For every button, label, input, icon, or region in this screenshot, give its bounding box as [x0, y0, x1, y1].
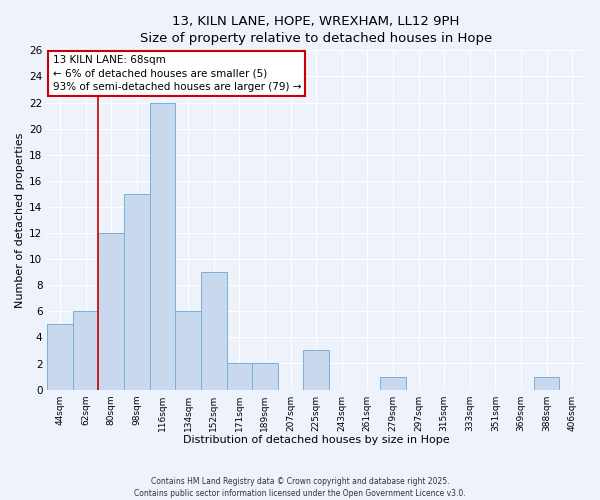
Bar	[98, 233, 124, 390]
Bar	[175, 312, 201, 390]
Bar	[150, 102, 175, 390]
Bar	[252, 364, 278, 390]
Bar	[304, 350, 329, 390]
Bar	[227, 364, 252, 390]
Bar	[47, 324, 73, 390]
Bar	[73, 312, 98, 390]
Title: 13, KILN LANE, HOPE, WREXHAM, LL12 9PH
Size of property relative to detached hou: 13, KILN LANE, HOPE, WREXHAM, LL12 9PH S…	[140, 15, 492, 45]
Text: Contains HM Land Registry data © Crown copyright and database right 2025.
Contai: Contains HM Land Registry data © Crown c…	[134, 476, 466, 498]
Bar	[534, 376, 559, 390]
Bar	[201, 272, 227, 390]
Y-axis label: Number of detached properties: Number of detached properties	[15, 132, 25, 308]
Bar	[124, 194, 150, 390]
Text: 13 KILN LANE: 68sqm
← 6% of detached houses are smaller (5)
93% of semi-detached: 13 KILN LANE: 68sqm ← 6% of detached hou…	[53, 56, 301, 92]
Bar	[380, 376, 406, 390]
X-axis label: Distribution of detached houses by size in Hope: Distribution of detached houses by size …	[183, 435, 449, 445]
